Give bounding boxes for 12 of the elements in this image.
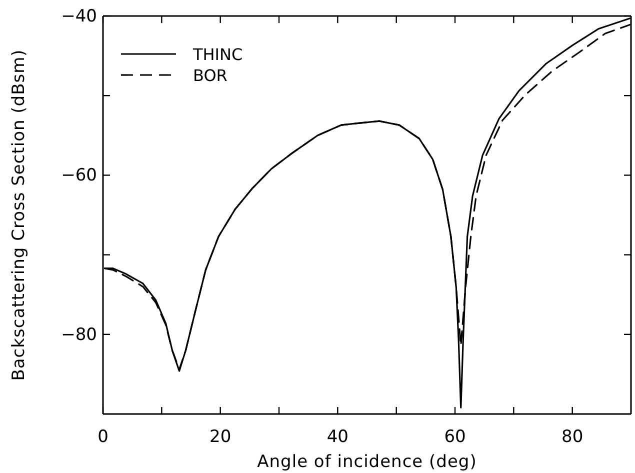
y-tick-label: −40	[61, 6, 97, 26]
x-tick-label: 80	[562, 427, 584, 448]
x-axis-title: Angle of incidence (deg)	[257, 452, 477, 472]
legend-label: BOR	[193, 66, 228, 85]
x-tick-label: 20	[210, 427, 232, 448]
x-tick-label: 60	[444, 427, 466, 448]
y-axis-title: Backscattering Cross Section (dBsm)	[9, 49, 29, 381]
y-tick-label: −60	[61, 166, 97, 186]
legend-label: THINC	[192, 45, 243, 64]
y-tick-label: −80	[61, 324, 97, 345]
x-tick-label: 0	[98, 427, 108, 448]
x-tick-label: 40	[326, 427, 348, 448]
